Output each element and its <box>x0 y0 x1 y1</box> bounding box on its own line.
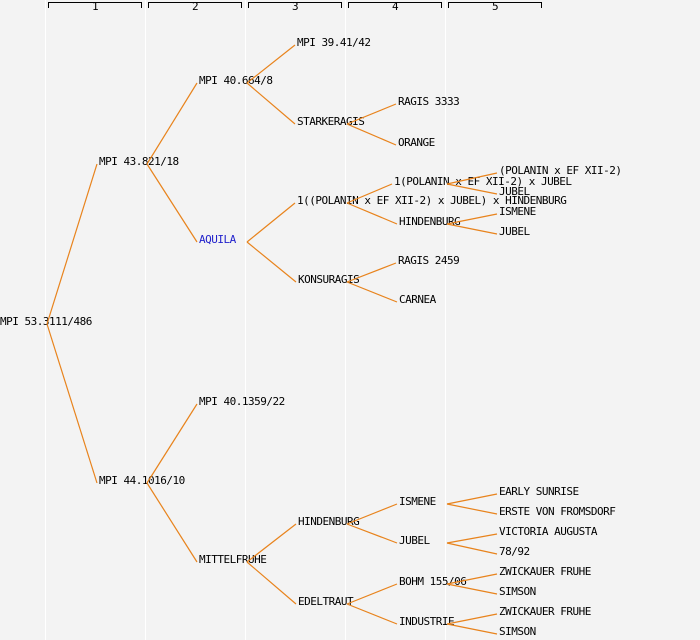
tree-node-erste[interactable]: ERSTE VON FROMSDORF <box>499 505 616 518</box>
tree-node-mpi44[interactable]: MPI 44.1016/10 <box>99 474 185 487</box>
tree-node-ismene_b[interactable]: ISMENE <box>399 495 436 508</box>
tree-node-jubel1[interactable]: JUBEL <box>499 185 530 198</box>
generation-gridline-2 <box>145 0 146 640</box>
tree-node-mpi401359[interactable]: MPI 40.1359/22 <box>199 395 285 408</box>
tree-node-victoria[interactable]: VICTORIA AUGUSTA <box>499 525 597 538</box>
pedigree-edge-mpi53-mpi44 <box>46 323 98 484</box>
pedigree-edge-aquila-longcross <box>246 202 296 243</box>
pedigree-edge-mpi43-mpi40664 <box>146 82 198 165</box>
tree-node-early[interactable]: EARLY SUNRISE <box>499 485 579 498</box>
tree-node-starkeragis[interactable]: STARKERAGIS <box>297 115 365 128</box>
generation-gridline-3 <box>245 0 246 640</box>
tree-node-hindenburg_a[interactable]: HINDENBURG <box>399 215 461 228</box>
generation-gridline-4 <box>345 0 346 640</box>
ruler-generation-number: 1 <box>91 0 99 13</box>
tree-node-jubel_b[interactable]: JUBEL <box>399 534 430 547</box>
generation-gridline-5 <box>445 0 446 640</box>
pedigree-edge-ismene_b-erste <box>446 503 498 515</box>
tree-node-mpi40664[interactable]: MPI 40.664/8 <box>199 74 273 87</box>
tree-node-mpi53[interactable]: MPI 53.3111/486 <box>0 315 92 328</box>
tree-node-longcross[interactable]: 1((POLANIN x EF XII-2) x JUBEL) x HINDEN… <box>297 194 567 207</box>
ruler-generation-number: 2 <box>191 0 199 13</box>
pedigree-edge-jubel_b-n7892 <box>446 542 498 555</box>
pedigree-edge-industrie-simson2 <box>446 623 498 635</box>
tree-node-simson2[interactable]: SIMSON <box>499 625 536 638</box>
ruler-generation-number: 3 <box>291 0 299 13</box>
pedigree-edge-mpi44-mpi401359 <box>146 403 198 484</box>
generation-gridline-1 <box>45 0 46 640</box>
ruler-segment-4: 4 <box>348 1 442 12</box>
tree-node-n7892[interactable]: 78/92 <box>499 545 530 558</box>
tree-node-cross2[interactable]: 1(POLANIN x EF XII-2) x JUBEL <box>394 175 572 188</box>
ruler-segment-2: 2 <box>148 1 242 12</box>
pedigree-edge-aquila-konsuragis <box>246 241 297 283</box>
pedigree-edge-edeltraut-bohm <box>346 583 398 605</box>
tree-node-mpi39[interactable]: MPI 39.41/42 <box>297 36 371 49</box>
pedigree-edge-mpi40664-starkeragis <box>246 82 296 125</box>
tree-node-polanin_ef[interactable]: (POLANIN x EF XII-2) <box>499 164 622 177</box>
tree-node-carnea[interactable]: CARNEA <box>399 293 436 306</box>
tree-node-konsuragis[interactable]: KONSURAGIS <box>298 273 360 286</box>
tree-node-bohm[interactable]: BOHM 155/06 <box>399 575 467 588</box>
tree-node-edeltraut[interactable]: EDELTRAUT <box>298 595 354 608</box>
pedigree-edge-jubel_b-victoria <box>446 533 498 544</box>
tree-node-mpi43[interactable]: MPI 43.821/18 <box>99 155 179 168</box>
tree-node-aquila[interactable]: AQUILA <box>199 233 236 246</box>
pedigree-edge-ismene_b-early <box>446 493 498 505</box>
tree-node-jubel2[interactable]: JUBEL <box>499 225 530 238</box>
tree-node-hindenburg_b[interactable]: HINDENBURG <box>298 515 360 528</box>
tree-node-zwick2[interactable]: ZWICKAUER FRUHE <box>499 605 591 618</box>
pedigree-edge-edeltraut-industrie <box>346 603 398 625</box>
pedigree-edge-mpi43-aquila <box>146 163 198 243</box>
tree-node-ragis2459[interactable]: RAGIS 2459 <box>398 254 460 267</box>
tree-node-mittelfruhe[interactable]: MITTELFRUHE <box>199 553 267 566</box>
pedigree-edge-mpi53-mpi43 <box>46 163 98 325</box>
pedigree-edge-mittelfruhe-edeltraut <box>246 561 297 605</box>
tree-node-ragis3333[interactable]: RAGIS 3333 <box>398 95 460 108</box>
tree-node-zwick1[interactable]: ZWICKAUER FRUHE <box>499 565 591 578</box>
ruler-segment-5: 5 <box>448 1 542 12</box>
pedigree-edge-industrie-zwick2 <box>446 613 498 625</box>
tree-node-simson1[interactable]: SIMSON <box>499 585 536 598</box>
pedigree-edge-mpi44-mittelfruhe <box>146 482 198 563</box>
ruler-segment-3: 3 <box>248 1 342 12</box>
ruler-generation-number: 5 <box>491 0 499 13</box>
tree-node-industrie[interactable]: INDUSTRIE <box>399 615 455 628</box>
ruler-segment-1: 1 <box>48 1 142 12</box>
ruler-generation-number: 4 <box>391 0 399 13</box>
tree-node-ismene_a[interactable]: ISMENE <box>499 205 536 218</box>
tree-node-orange[interactable]: ORANGE <box>398 136 435 149</box>
